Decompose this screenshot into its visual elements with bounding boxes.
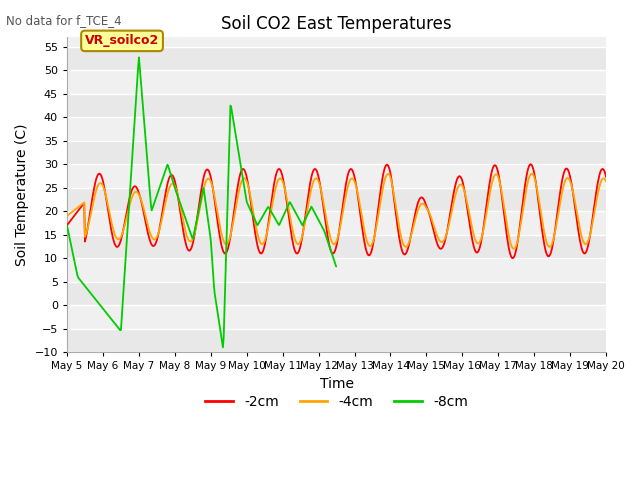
X-axis label: Time: Time [319,377,353,391]
Text: VR_soilco2: VR_soilco2 [85,35,159,48]
Bar [67,188,606,211]
Bar [67,235,606,258]
Bar [67,94,606,117]
Bar [67,141,606,164]
Legend: -2cm, -4cm, -8cm: -2cm, -4cm, -8cm [200,389,474,415]
Y-axis label: Soil Temperature (C): Soil Temperature (C) [15,123,29,266]
Text: No data for f_TCE_4: No data for f_TCE_4 [6,14,122,27]
Bar [67,329,606,352]
Bar [67,282,606,305]
Bar [67,47,606,70]
Title: Soil CO2 East Temperatures: Soil CO2 East Temperatures [221,15,452,33]
